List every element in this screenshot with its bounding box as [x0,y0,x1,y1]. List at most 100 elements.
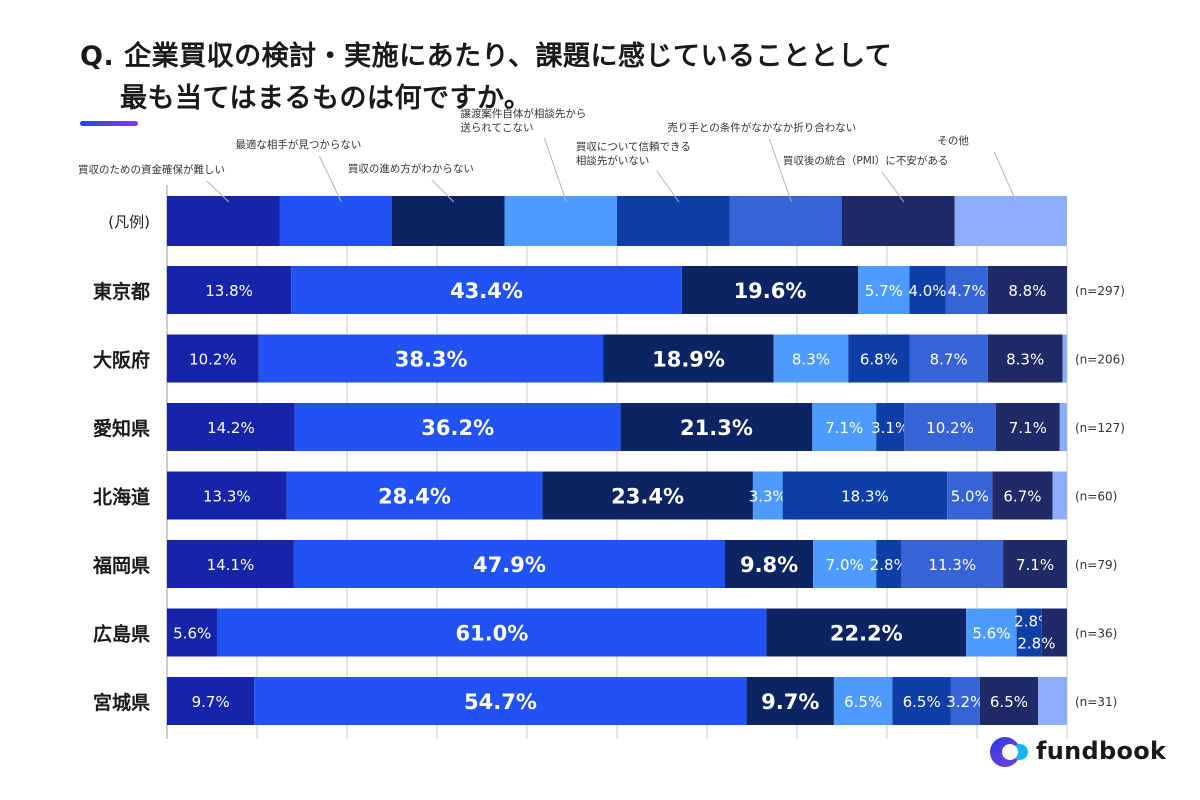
bar-segment [167,608,218,657]
logo-text: fundbook [1036,737,1167,765]
legend-label: 買収のための資金確保が難しい [78,163,225,176]
data-label: 2.8% [1017,635,1055,653]
data-label: 5.6% [972,625,1010,643]
bar-segment [947,471,993,520]
category-label: 宮城県 [93,691,150,714]
bar-segment [992,471,1053,520]
data-label: 18.3% [841,488,889,506]
bar-segment [542,471,753,520]
bar-segment [293,540,725,588]
data-label: 6.7% [1003,488,1041,506]
legend-leader-line [543,137,567,203]
data-label: 9.7% [761,690,819,714]
data-label: 11.3% [928,556,976,574]
sample-size-label: (n=60) [1075,490,1117,504]
legend-label: 買収について信頼できる相談先がいない [576,141,691,167]
legend-swatch [504,196,617,246]
data-label: 28.4% [378,485,451,509]
legend-swatch [842,196,955,246]
legend-swatch [729,196,842,246]
question-title: Q. 企業買収の検討・実施にあたり、課題に感じていることとして 最も当てはまるも… [80,36,892,120]
bar-segment [979,677,1039,725]
legend-row-label: (凡例) [108,213,150,231]
data-label: 8.7% [930,351,968,369]
bar-segment [167,677,255,725]
bar-segment [892,677,951,725]
legend-swatch [167,196,280,246]
bar-segment [725,540,814,588]
bar-segment [904,403,996,451]
data-label: 13.8% [205,282,253,300]
data-label: 9.7% [192,693,230,711]
data-label: 10.2% [926,419,974,437]
legend-leader-line [318,155,342,203]
data-label: 22.2% [830,622,903,646]
data-label: 8.8% [1008,282,1046,300]
bar-segment [752,471,783,520]
legend-label: 最適な相手が見つからない [235,138,361,151]
legend-leader-line [881,171,905,203]
bar-segment [812,403,877,451]
bar-segment [945,266,988,314]
data-label: 6.8% [860,351,898,369]
question-title-line2: 最も当てはまるものは何ですか。 [120,83,532,114]
category-label: 広島県 [93,623,150,646]
category-label: 福岡県 [92,554,150,577]
category-label: 北海道 [93,486,150,509]
fundbook-logo-icon [990,735,1030,767]
fundbook-logo: fundbook [990,733,1166,769]
bar-segment [833,677,893,725]
title-accent-bar [80,121,138,126]
legend-leader-line [656,170,680,203]
legend-swatch [617,196,730,246]
category-label: 東京都 [93,280,150,303]
data-label: 54.7% [464,690,537,714]
sample-size-label: (n=127) [1075,421,1125,435]
bar-segment [294,403,621,451]
data-label: 13.3% [203,488,251,506]
data-label: 21.3% [680,416,753,440]
data-label: 6.5% [990,693,1028,711]
data-label: 23.4% [611,485,684,509]
sample-size-label: (n=79) [1075,558,1117,572]
data-label: 5.6% [173,625,211,643]
legend-label: 買収後の統合（PMI）に不安がある [783,154,949,167]
category-label: 愛知県 [93,417,150,440]
legend-swatch [279,196,392,246]
data-label: 14.2% [207,419,255,437]
sample-size-label: (n=206) [1075,353,1125,367]
bar-segment [1052,471,1067,520]
legend-label: 譲渡案件自体が相談先から送られてこない [460,107,586,134]
bar-segment [966,608,1017,657]
question-title-line1: Q. 企業買収の検討・実施にあたり、課題に感じていることとして [80,41,893,72]
data-label: 61.0% [455,622,528,646]
data-label: 5.0% [951,488,989,506]
legend-label: 売り手との条件がなかなか折り合わない [667,121,856,134]
legend-leader-line [206,180,230,203]
data-label: 38.3% [395,348,468,372]
data-label: 47.9% [473,553,546,577]
data-label: 18.9% [652,348,725,372]
legend-label: 買収の進め方がわからない [348,162,474,175]
bar-segment [766,608,967,657]
legend-leader-line [768,138,792,203]
legend-swatch [954,196,1067,246]
legend-leader-line [431,179,455,203]
bar-segment [167,403,295,451]
category-label: 大阪府 [93,349,150,372]
bar-segment [1003,540,1067,588]
bar-segment [254,677,747,725]
bar-segment [987,334,1063,383]
legend-swatch [392,196,505,246]
sample-size-label: (n=297) [1075,284,1125,298]
data-label: 6.5% [903,693,941,711]
bar-segment [1062,334,1067,383]
data-label: 7.1% [825,419,863,437]
data-label: 3.3% [749,488,787,506]
bar-segment [1016,608,1042,657]
data-label: 10.2% [189,351,237,369]
data-label: 7.1% [1009,419,1047,437]
bar-segment [848,334,910,383]
data-label: 19.6% [734,279,807,303]
